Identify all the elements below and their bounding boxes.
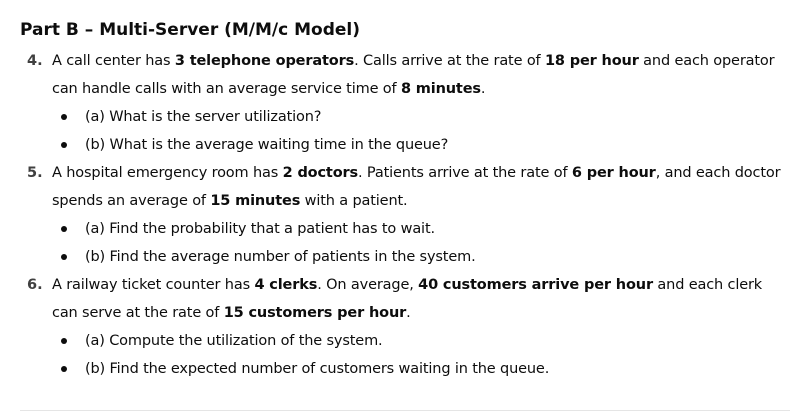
sub-question-text: (a) What is the server utilization? (85, 109, 322, 125)
problem-number: 6. (27, 277, 43, 293)
sub-question: (b) What is the average waiting time in … (0, 131, 804, 159)
problem-number: 4. (27, 53, 43, 69)
problem-text: A call center has 3 telephone operators.… (52, 53, 775, 97)
problem-text: A railway ticket counter has 4 clerks. O… (52, 277, 763, 321)
sub-question: (b) Find the expected number of customer… (0, 355, 804, 383)
bullet-icon (61, 142, 67, 148)
problem-number: 5. (27, 165, 43, 181)
sub-question-text: (b) Find the average number of patients … (85, 249, 476, 265)
sub-question: (a) Find the probability that a patient … (0, 215, 804, 243)
divider (20, 410, 790, 411)
problem-text: A hospital emergency room has 2 doctors.… (52, 165, 781, 209)
sub-question: (a) Compute the utilization of the syste… (0, 327, 804, 355)
bullet-icon (61, 338, 67, 344)
sub-question: (a) What is the server utilization? (0, 103, 804, 131)
section-title: Part B – Multi-Server (M/M/c Model) (20, 20, 361, 40)
bullet-icon (61, 226, 67, 232)
sub-question-text: (b) What is the average waiting time in … (85, 137, 449, 153)
sub-question-text: (a) Find the probability that a patient … (85, 221, 435, 237)
bullet-icon (61, 114, 67, 120)
sub-question-text: (b) Find the expected number of customer… (85, 361, 550, 377)
bullet-icon (61, 366, 67, 372)
bullet-icon (61, 254, 67, 260)
sub-question-text: (a) Compute the utilization of the syste… (85, 333, 383, 349)
sub-question: (b) Find the average number of patients … (0, 243, 804, 271)
